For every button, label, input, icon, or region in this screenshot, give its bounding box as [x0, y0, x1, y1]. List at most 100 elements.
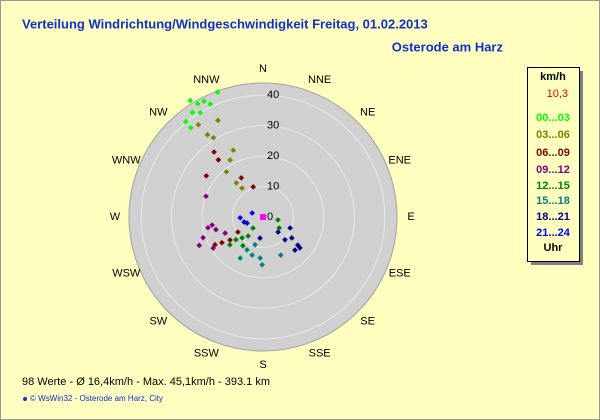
direction-label: S [259, 359, 266, 371]
point [237, 255, 244, 261]
direction-label: SSE [309, 348, 331, 360]
r-tick-label: 20 [267, 150, 279, 162]
point [276, 225, 282, 231]
point [230, 147, 237, 154]
legend-label: 12...15 [536, 180, 570, 192]
credit-dot [23, 397, 27, 401]
point [222, 230, 228, 236]
stats: 98 Werte - Ø 16,4km/h - Max. 45,1km/h - … [22, 376, 270, 388]
point [257, 255, 263, 261]
point [282, 236, 288, 243]
point [213, 226, 219, 233]
point [227, 237, 233, 243]
point [211, 149, 217, 155]
point [240, 242, 246, 249]
point [275, 229, 281, 235]
point [249, 210, 255, 216]
point [215, 157, 222, 163]
point [187, 124, 194, 131]
point [292, 247, 298, 253]
point [239, 235, 245, 241]
direction-label: NE [360, 106, 375, 118]
point [233, 180, 240, 186]
direction-label: E [407, 211, 414, 223]
legend-label: 18...21 [536, 211, 570, 223]
point [203, 172, 210, 179]
point [210, 245, 216, 251]
point [249, 252, 255, 258]
point [227, 241, 233, 248]
point [197, 109, 204, 116]
point [189, 109, 196, 116]
point [223, 168, 230, 175]
point [287, 225, 293, 231]
legend-label: 15...18 [536, 195, 570, 207]
point [209, 222, 215, 228]
r-tick-label: 0 [267, 211, 273, 223]
point [250, 225, 256, 231]
point [257, 235, 263, 241]
direction-label: W [110, 211, 121, 223]
point [215, 117, 221, 124]
point [204, 131, 211, 138]
direction-label: SW [149, 316, 167, 328]
point [201, 98, 207, 104]
point [297, 245, 303, 251]
legend-label: 09...12 [536, 164, 570, 176]
legend-label: 03...06 [536, 129, 570, 141]
r-tick-label: 30 [267, 120, 279, 132]
point [182, 118, 189, 125]
legend-box [527, 67, 580, 262]
legend-label: 00...03 [536, 112, 570, 124]
point [233, 236, 239, 243]
chart-title: Verteilung Windrichtung/Windgeschwindigk… [22, 16, 428, 31]
point [219, 239, 225, 246]
point [187, 97, 194, 104]
direction-label: ENE [388, 154, 411, 166]
point [194, 101, 201, 107]
point [237, 214, 244, 221]
grid-ring [201, 155, 325, 279]
r-tick-label: 40 [267, 89, 279, 101]
legend-label: 21...24 [536, 227, 571, 239]
point [196, 242, 203, 249]
direction-label: ESE [389, 268, 411, 280]
direction-label: NW [149, 106, 168, 118]
direction-label: SE [360, 316, 375, 328]
chart-subtitle: Osterode am Harz [392, 39, 504, 54]
grid-ring [232, 186, 294, 248]
point [195, 121, 202, 128]
direction-label: WSW [112, 268, 141, 280]
legend-title: km/h [540, 71, 566, 83]
point [227, 157, 233, 163]
current-value: 10,3 [547, 88, 568, 100]
point [203, 193, 209, 200]
point [245, 233, 252, 239]
point [210, 134, 217, 141]
point [200, 234, 206, 241]
direction-label: WNW [112, 154, 141, 166]
point [275, 217, 281, 223]
point [238, 175, 245, 181]
point [259, 261, 265, 268]
legend-label: 06...09 [536, 147, 570, 159]
point [239, 185, 245, 192]
grid-ring [171, 125, 355, 309]
direction-label: N [259, 63, 267, 75]
point [252, 241, 258, 248]
point [235, 229, 241, 235]
point [244, 220, 250, 226]
point [244, 247, 250, 253]
grid-ring [140, 94, 386, 340]
direction-label: NNE [308, 74, 331, 86]
point [288, 235, 295, 241]
direction-label: NNW [193, 74, 220, 86]
point [214, 89, 221, 96]
legend-footer: Uhr [544, 242, 564, 254]
point [277, 252, 284, 258]
point [205, 224, 211, 231]
r-tick-label: 10 [267, 180, 279, 192]
point [250, 184, 257, 190]
credit: © WsWin32 - Osterode am Harz, City [30, 394, 163, 403]
